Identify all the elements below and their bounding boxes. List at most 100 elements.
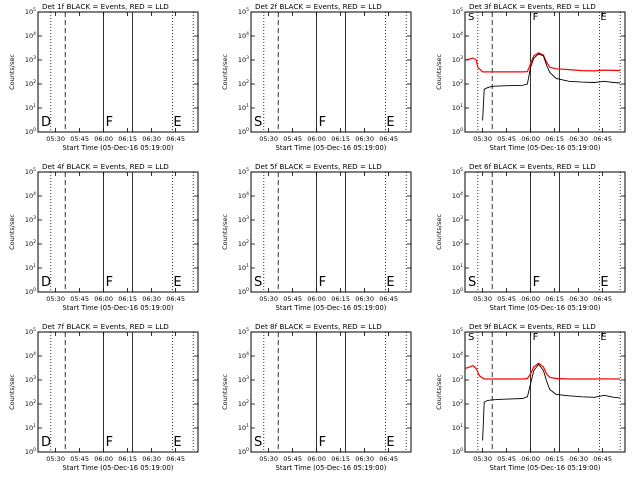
chart-title: Det 1f BLACK = Events, RED = LLD xyxy=(42,2,169,11)
plot-frame xyxy=(464,331,626,453)
x-tick-label: 06:00 xyxy=(521,295,540,303)
y-tick-label: 103 xyxy=(25,375,36,384)
x-axis-label: Start Time (05-Dec-16 05:19:00) xyxy=(490,464,601,472)
x-tick-label: 05:30 xyxy=(473,455,492,463)
y-tick-label: 100 xyxy=(25,287,36,296)
series-line-events xyxy=(482,53,621,121)
x-tick-label: 06:45 xyxy=(593,135,612,143)
orbit-marker: E xyxy=(386,275,394,290)
y-tick-label: 100 xyxy=(238,127,249,136)
x-axis-label: Start Time (05-Dec-16 05:19:00) xyxy=(63,144,174,152)
x-tick-label: 06:45 xyxy=(593,295,612,303)
y-tick-label: 101 xyxy=(238,103,249,112)
y-tick-label: 105 xyxy=(452,167,463,176)
x-tick-label: 06:30 xyxy=(569,455,588,463)
orbit-marker: S xyxy=(468,332,474,343)
y-tick-label: 101 xyxy=(25,263,36,272)
x-tick-label: 05:45 xyxy=(70,295,89,303)
y-tick-label: 101 xyxy=(25,103,36,112)
orbit-marker: F xyxy=(533,332,539,343)
x-tick-label: 06:00 xyxy=(307,455,326,463)
x-tick-label: 06:45 xyxy=(166,295,185,303)
y-tick-label: 104 xyxy=(238,351,249,360)
series-line-lld xyxy=(464,52,621,73)
plot-frame xyxy=(37,11,199,133)
y-tick-label: 100 xyxy=(452,287,463,296)
x-tick-label: 05:45 xyxy=(70,455,89,463)
y-axis-label: Counts/sec xyxy=(435,214,443,250)
x-axis-label: Start Time (05-Dec-16 05:19:00) xyxy=(276,144,387,152)
x-tick-label: 06:45 xyxy=(593,455,612,463)
x-tick-label: 06:15 xyxy=(331,295,350,303)
orbit-marker: E xyxy=(173,435,181,450)
y-tick-label: 105 xyxy=(25,327,36,336)
x-tick-label: 06:15 xyxy=(331,455,350,463)
orbit-marker: E xyxy=(386,115,394,130)
x-tick-label: 06:30 xyxy=(142,295,161,303)
x-tick-label: 06:45 xyxy=(166,135,185,143)
x-tick-label: 06:30 xyxy=(355,135,374,143)
chart-title: Det 6f BLACK = Events, RED = LLD xyxy=(469,162,596,171)
y-tick-label: 101 xyxy=(452,263,463,272)
y-tick-label: 100 xyxy=(238,447,249,456)
plot-frame xyxy=(464,171,626,293)
chart-title: Det 9f BLACK = Events, RED = LLD xyxy=(469,322,596,331)
y-tick-label: 104 xyxy=(452,191,463,200)
chart-panel-8: Det 8f BLACK = Events, RED = LLD 100 101 10… xyxy=(221,322,412,472)
y-tick-label: 105 xyxy=(25,7,36,16)
x-tick-label: 06:30 xyxy=(569,135,588,143)
x-tick-label: 06:00 xyxy=(94,295,113,303)
y-tick-label: 103 xyxy=(452,375,463,384)
plot-frame xyxy=(250,331,412,453)
plot-frame xyxy=(250,11,412,133)
x-tick-label: 06:30 xyxy=(355,455,374,463)
x-tick-label: 06:30 xyxy=(142,455,161,463)
orbit-marker: S xyxy=(254,435,262,450)
y-tick-label: 103 xyxy=(238,375,249,384)
x-tick-label: 05:45 xyxy=(497,295,516,303)
chart-title: Det 5f BLACK = Events, RED = LLD xyxy=(255,162,382,171)
x-tick-label: 06:45 xyxy=(379,135,398,143)
y-tick-label: 104 xyxy=(25,191,36,200)
x-axis-label: Start Time (05-Dec-16 05:19:00) xyxy=(490,144,601,152)
y-axis-label: Counts/sec xyxy=(221,54,229,90)
chart-title: Det 2f BLACK = Events, RED = LLD xyxy=(255,2,382,11)
y-axis-label: Counts/sec xyxy=(221,374,229,410)
orbit-marker: S xyxy=(468,12,474,23)
x-axis-label: Start Time (05-Dec-16 05:19:00) xyxy=(276,304,387,312)
x-tick-label: 05:45 xyxy=(497,135,516,143)
x-tick-label: 06:30 xyxy=(569,295,588,303)
chart-panel-5: Det 5f BLACK = Events, RED = LLD 100 101 10… xyxy=(221,162,412,312)
x-axis-label: Start Time (05-Dec-16 05:19:00) xyxy=(276,464,387,472)
y-tick-label: 104 xyxy=(25,351,36,360)
chart-panel-6: Det 6f BLACK = Events, RED = LLD 100 101 10… xyxy=(435,162,626,312)
series-line-lld xyxy=(464,362,621,380)
y-tick-label: 105 xyxy=(452,327,463,336)
y-axis-label: Counts/sec xyxy=(435,54,443,90)
x-tick-label: 06:45 xyxy=(379,455,398,463)
y-tick-label: 101 xyxy=(452,423,463,432)
y-axis-label: Counts/sec xyxy=(221,214,229,250)
y-tick-label: 101 xyxy=(25,423,36,432)
x-tick-label: 06:00 xyxy=(307,295,326,303)
x-tick-label: 05:45 xyxy=(497,455,516,463)
x-tick-label: 05:45 xyxy=(70,135,89,143)
orbit-marker: F xyxy=(319,275,326,290)
x-tick-label: 05:30 xyxy=(46,455,65,463)
orbit-marker: F xyxy=(106,275,113,290)
x-tick-label: 06:00 xyxy=(94,135,113,143)
y-tick-label: 103 xyxy=(452,55,463,64)
y-tick-label: 102 xyxy=(452,239,463,248)
x-tick-label: 06:00 xyxy=(307,135,326,143)
y-tick-label: 104 xyxy=(25,31,36,40)
chart-panel-1: Det 1f BLACK = Events, RED = LLD 100 101 10… xyxy=(8,2,199,152)
chart-title: Det 3f BLACK = Events, RED = LLD xyxy=(469,2,596,11)
y-tick-label: 100 xyxy=(452,447,463,456)
orbit-marker: E xyxy=(600,12,606,23)
orbit-marker: E xyxy=(600,275,608,290)
chart-panel-3: Det 3f BLACK = Events, RED = LLD 100 101 10… xyxy=(435,2,626,152)
y-tick-label: 100 xyxy=(25,447,36,456)
y-tick-label: 105 xyxy=(25,167,36,176)
y-tick-label: 105 xyxy=(238,327,249,336)
